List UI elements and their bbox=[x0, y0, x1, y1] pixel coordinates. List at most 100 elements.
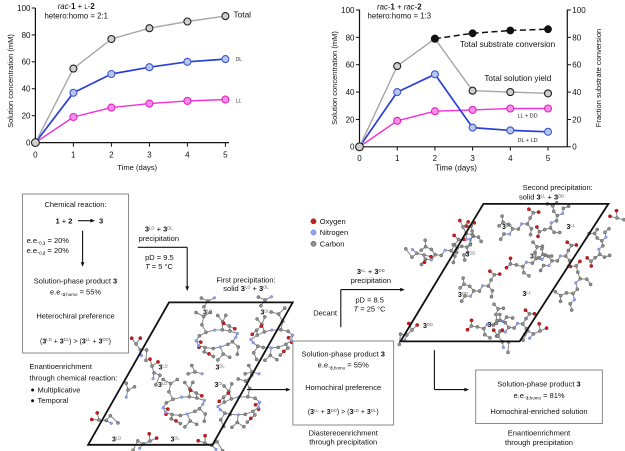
svg-text:e.e.0,1 = 20%: e.e.0,1 = 20% bbox=[27, 236, 70, 246]
svg-text:Fraction substrate conversion: Fraction substrate conversion bbox=[594, 29, 603, 127]
svg-text:Heterochiral preference: Heterochiral preference bbox=[36, 311, 114, 320]
svg-text:3DD: 3DD bbox=[458, 291, 468, 299]
svg-text:40: 40 bbox=[22, 85, 31, 94]
svg-text:3DL: 3DL bbox=[171, 435, 181, 443]
svg-text:Second precipitation:: Second precipitation: bbox=[523, 183, 593, 192]
svg-text:60: 60 bbox=[22, 58, 31, 67]
svg-text:Chemical reaction:: Chemical reaction: bbox=[44, 200, 106, 209]
svg-text:Solution-phase product 3: Solution-phase product 3 bbox=[497, 380, 580, 389]
svg-text:3DL: 3DL bbox=[216, 364, 226, 372]
svg-text:40: 40 bbox=[346, 88, 355, 97]
svg-text:Solution concentration (mM): Solution concentration (mM) bbox=[330, 31, 339, 125]
svg-text:1: 1 bbox=[71, 151, 76, 160]
svg-text:80: 80 bbox=[22, 31, 31, 40]
svg-text:through precipitation: through precipitation bbox=[309, 438, 377, 447]
svg-text:Total substrate conversion: Total substrate conversion bbox=[460, 40, 556, 49]
svg-text:e.e.3,homo = 55%: e.e.3,homo = 55% bbox=[318, 361, 369, 371]
svg-text:Time (days): Time (days) bbox=[435, 163, 477, 172]
svg-text:Homochiral-enriched solution: Homochiral-enriched solution bbox=[490, 407, 587, 416]
svg-text:80: 80 bbox=[572, 33, 581, 42]
svg-text:0: 0 bbox=[357, 154, 362, 163]
svg-text:3: 3 bbox=[99, 216, 103, 225]
svg-text:3DL: 3DL bbox=[215, 381, 225, 389]
svg-text:4: 4 bbox=[508, 154, 513, 163]
svg-text:3LL: 3LL bbox=[523, 290, 532, 298]
svg-text:3LD: 3LD bbox=[203, 309, 212, 317]
svg-text:First precipitation:: First precipitation: bbox=[216, 276, 275, 285]
svg-text:2: 2 bbox=[109, 151, 114, 160]
svg-text:100: 100 bbox=[17, 4, 31, 13]
svg-text:3LD: 3LD bbox=[112, 435, 121, 443]
svg-text:Nitrogen: Nitrogen bbox=[320, 228, 348, 237]
svg-text:100: 100 bbox=[572, 6, 586, 15]
svg-text:LL + DD: LL + DD bbox=[518, 114, 538, 120]
svg-text:pD = 8.5: pD = 8.5 bbox=[355, 296, 384, 305]
svg-text:Solution-phase product 3: Solution-phase product 3 bbox=[302, 349, 385, 358]
svg-text:rac-1 + L-2: rac-1 + L-2 bbox=[58, 2, 96, 11]
svg-text:20: 20 bbox=[346, 115, 355, 124]
svg-text:5: 5 bbox=[223, 151, 228, 160]
svg-text:pD = 9.5: pD = 9.5 bbox=[145, 253, 174, 262]
svg-text:LL: LL bbox=[236, 99, 242, 105]
svg-text:(3LL + 3DD) > (3LD + 3DL): (3LL + 3DD) > (3LD + 3DL) bbox=[308, 408, 379, 416]
svg-text:T = 5 °C: T = 5 °C bbox=[145, 262, 173, 271]
svg-text:(3LD + 3DL) > (3LL + 3DD): (3LD + 3DL) > (3LL + 3DD) bbox=[40, 337, 111, 345]
svg-text:DL: DL bbox=[236, 57, 243, 63]
svg-text:3DD: 3DD bbox=[423, 322, 433, 330]
svg-text:hetero:homo = 2:1: hetero:homo = 2:1 bbox=[44, 12, 108, 21]
svg-text:3DL: 3DL bbox=[261, 309, 271, 317]
svg-text:Total solution yield: Total solution yield bbox=[484, 74, 551, 83]
svg-text:Homochiral preference: Homochiral preference bbox=[305, 383, 381, 392]
svg-text:40: 40 bbox=[572, 88, 581, 97]
svg-text:3LL: 3LL bbox=[488, 321, 497, 329]
svg-text:e.e.0,2 = 20%: e.e.0,2 = 20% bbox=[27, 246, 70, 256]
svg-text:precipitation: precipitation bbox=[139, 234, 179, 243]
svg-text:Enantioenrichment: Enantioenrichment bbox=[29, 362, 92, 371]
svg-text:Multiplicative: Multiplicative bbox=[38, 385, 81, 394]
svg-text:1: 1 bbox=[395, 154, 400, 163]
svg-text:through chemical reaction:: through chemical reaction: bbox=[29, 373, 117, 382]
svg-text:Carbon: Carbon bbox=[320, 240, 345, 249]
svg-text:3LL + 3DD: 3LL + 3DD bbox=[357, 267, 385, 276]
svg-text:3DD: 3DD bbox=[502, 223, 512, 231]
svg-text:3LD: 3LD bbox=[158, 381, 167, 389]
svg-text:3DD: 3DD bbox=[466, 251, 476, 259]
svg-text:Temporal: Temporal bbox=[38, 396, 69, 405]
svg-text:3LD + 3DL: 3LD + 3DL bbox=[145, 225, 174, 234]
svg-text:100: 100 bbox=[341, 6, 355, 15]
svg-text:5: 5 bbox=[546, 154, 551, 163]
svg-text:hetero:homo = 1:3: hetero:homo = 1:3 bbox=[368, 11, 432, 20]
svg-text:60: 60 bbox=[572, 61, 581, 70]
svg-text:solid 3LL + 3DD: solid 3LL + 3DD bbox=[519, 193, 564, 202]
svg-text:3LL: 3LL bbox=[567, 223, 576, 231]
svg-text:3: 3 bbox=[470, 154, 475, 163]
svg-text:Decant: Decant bbox=[313, 309, 338, 318]
svg-text:precipitation: precipitation bbox=[351, 276, 391, 285]
svg-text:through precipitation: through precipitation bbox=[505, 438, 573, 447]
svg-text:3LL: 3LL bbox=[530, 252, 539, 260]
svg-text:0: 0 bbox=[33, 151, 38, 160]
svg-text:1 + 2: 1 + 2 bbox=[56, 216, 73, 225]
svg-text:2: 2 bbox=[433, 154, 438, 163]
svg-text:Enantioenrichment: Enantioenrichment bbox=[508, 429, 571, 438]
svg-text:3: 3 bbox=[147, 151, 152, 160]
svg-text:e.e.3,homo = 55%: e.e.3,homo = 55% bbox=[50, 287, 101, 297]
svg-text:rac-1 + rac-2: rac-1 + rac-2 bbox=[377, 3, 422, 12]
svg-text:0: 0 bbox=[350, 143, 355, 152]
svg-text:0: 0 bbox=[26, 139, 31, 148]
svg-text:solid 3LD + 3DL: solid 3LD + 3DL bbox=[223, 284, 269, 293]
svg-text:60: 60 bbox=[346, 61, 355, 70]
svg-text:3LD: 3LD bbox=[159, 364, 168, 372]
svg-text:T = 25 °C: T = 25 °C bbox=[354, 305, 387, 314]
svg-text:4: 4 bbox=[185, 151, 190, 160]
svg-text:20: 20 bbox=[22, 112, 31, 121]
svg-text:Solution concentration (mM): Solution concentration (mM) bbox=[6, 34, 15, 128]
svg-text:Oxygen: Oxygen bbox=[320, 217, 346, 226]
svg-text:Total: Total bbox=[234, 10, 252, 20]
svg-text:Diastereoenrichment: Diastereoenrichment bbox=[309, 429, 379, 438]
svg-text:80: 80 bbox=[346, 33, 355, 42]
svg-text:0: 0 bbox=[572, 143, 577, 152]
svg-text:20: 20 bbox=[572, 115, 581, 124]
svg-text:Time (days): Time (days) bbox=[117, 163, 157, 172]
svg-text:Solution-phase product 3: Solution-phase product 3 bbox=[34, 276, 117, 285]
